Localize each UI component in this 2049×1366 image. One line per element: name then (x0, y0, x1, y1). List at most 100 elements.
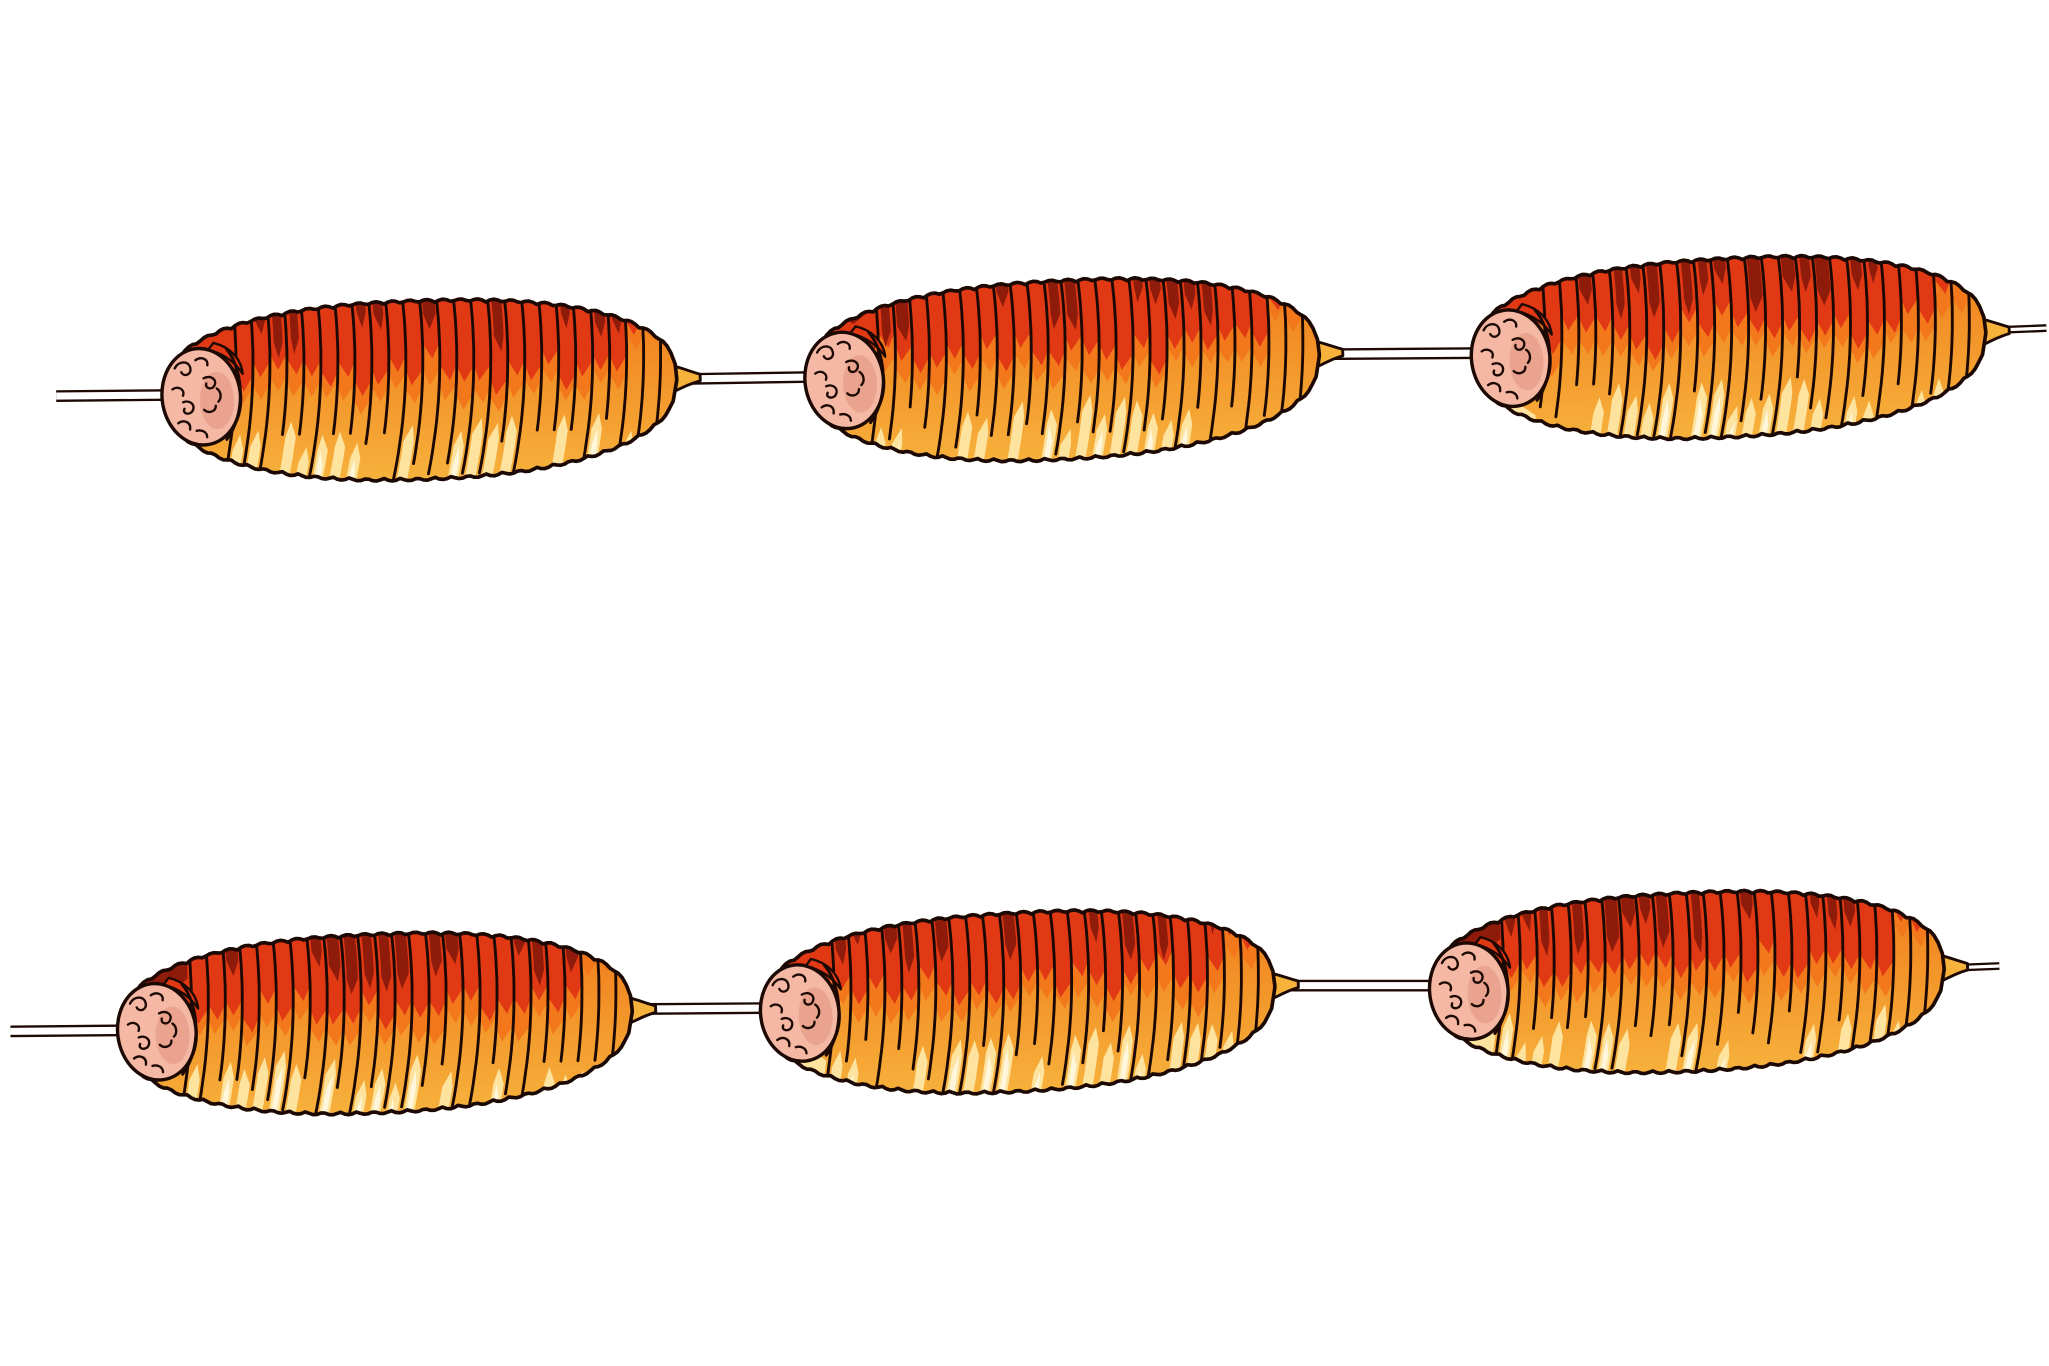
wrap-ridge-line (537, 926, 550, 1063)
meat-wrinkle (1491, 362, 1505, 377)
meat-wrinkle (173, 361, 192, 377)
crust-flame-red (1942, 248, 1968, 288)
meat-wrinkle (1512, 365, 1527, 375)
glaze-highlight (455, 417, 483, 485)
glaze-highlight (1571, 1020, 1597, 1080)
crust-flame-red (1061, 902, 1089, 977)
meat-wrinkle (126, 1021, 141, 1033)
glaze-highlight-bright (1482, 416, 1531, 447)
crust-flame-red (516, 295, 542, 381)
crust-flame-red (652, 295, 679, 315)
meat-wrinkle (815, 345, 835, 361)
wrap-ridge-line (277, 295, 289, 436)
meat-wrinkle (1511, 337, 1526, 351)
meat-wrinkle (137, 1035, 151, 1050)
crust-flame-red (499, 295, 525, 376)
skewered-roll (803, 270, 1345, 470)
meat-wrinkle (1482, 323, 1501, 338)
char-stripe (1565, 884, 1585, 955)
meat-wrinkle (836, 340, 851, 351)
meat-wrinkle (771, 977, 790, 993)
meat-wrinkle (800, 991, 815, 1006)
meat-wrinkle (128, 996, 148, 1012)
glaze-highlight (319, 431, 346, 485)
skewered-roll (758, 902, 1300, 1102)
meat-face (160, 341, 244, 447)
glaze-highlight (813, 436, 868, 470)
glaze-highlight (1767, 377, 1793, 447)
meat-wrinkle (820, 404, 835, 415)
meat-wrinkle (814, 1003, 821, 1019)
crust-flame-red (465, 295, 491, 381)
char-stripe (1115, 902, 1136, 960)
wrap-ridge-line (615, 295, 629, 462)
meat-wrinkle (1505, 390, 1519, 400)
char-stripe (338, 926, 358, 995)
meat-wrinkle (215, 387, 222, 403)
skewered-roll (1469, 248, 2011, 447)
crust-flame-red (488, 926, 515, 1014)
wrap-ridge-line (1229, 902, 1243, 1070)
char-stripe (356, 926, 374, 989)
wrap-ridge-line (1788, 248, 1801, 379)
wrap-ridge-line (588, 926, 601, 1062)
crust-flame-red (1857, 248, 1885, 335)
char-stripe (996, 902, 1017, 960)
glaze-highlight (1270, 417, 1293, 470)
glaze-highlight (1784, 379, 1810, 447)
glaze-highlight (276, 1063, 302, 1121)
glaze-highlight-bright (991, 1048, 1010, 1102)
skewered-roll (160, 295, 702, 485)
char-stripe (1041, 270, 1061, 330)
crust-flame-red (1208, 270, 1235, 341)
meat-wrinkle (801, 1020, 816, 1030)
wrap-ridge-line (1212, 902, 1226, 1049)
crust-flame-red (329, 295, 355, 377)
meat-wrinkle (1461, 951, 1476, 961)
wrap-ridge-line (328, 295, 340, 436)
meat-face (1427, 936, 1512, 1042)
crust-flame-orange (1248, 902, 1279, 957)
crust-flame-red (1163, 902, 1191, 989)
crust-flame-red (573, 926, 597, 954)
wrap-edge (225, 347, 242, 441)
meat-wrinkle (202, 375, 217, 390)
meat-wrinkle (1444, 1014, 1460, 1026)
wrap-ridge-line (1291, 270, 1305, 406)
glaze-highlight (1287, 417, 1323, 470)
wrap-edge (180, 982, 198, 1076)
wrap-edge (1533, 308, 1552, 402)
glaze-highlight (310, 1058, 336, 1121)
crust-flame-red (1823, 248, 1851, 329)
meat-wrinkle (1480, 348, 1494, 359)
crust-flame-red (1748, 884, 1775, 954)
glaze-highlight-bright (1506, 1057, 1524, 1080)
wrap-ridge-line (1094, 902, 1108, 1033)
glaze-highlight-bright (1489, 1028, 1509, 1080)
wrap-ridge-line (1883, 884, 1896, 1042)
wrap-ridge-line (1189, 270, 1203, 409)
crust-flame-red (1918, 884, 1947, 929)
meat-wrinkle (149, 992, 164, 1002)
char-stripe (1740, 248, 1763, 312)
crust-flame-red (1874, 248, 1902, 333)
meat-face (758, 957, 842, 1063)
glaze-highlight-bright (1879, 1036, 1897, 1080)
wrap-ridge-line (1781, 884, 1794, 1013)
glaze-highlight (1953, 383, 1990, 447)
crust-flame-red (1867, 884, 1894, 977)
glaze-highlight (947, 411, 973, 470)
wrap-ridge-line (532, 295, 544, 432)
meat-wrinkle (1503, 318, 1518, 328)
crust-flame-red (295, 295, 321, 377)
crust-flame-red (380, 295, 406, 372)
wrap-ridge-line (605, 926, 618, 1072)
meat-face (1469, 303, 1553, 409)
glaze-highlight-bright (339, 458, 355, 485)
meat-face (115, 976, 200, 1082)
char-stripe (389, 926, 409, 990)
glaze-highlight (1597, 383, 1623, 447)
meat-wrinkle (1440, 955, 1459, 971)
char-stripe (1640, 248, 1660, 318)
crust-flame-red (250, 926, 277, 1004)
